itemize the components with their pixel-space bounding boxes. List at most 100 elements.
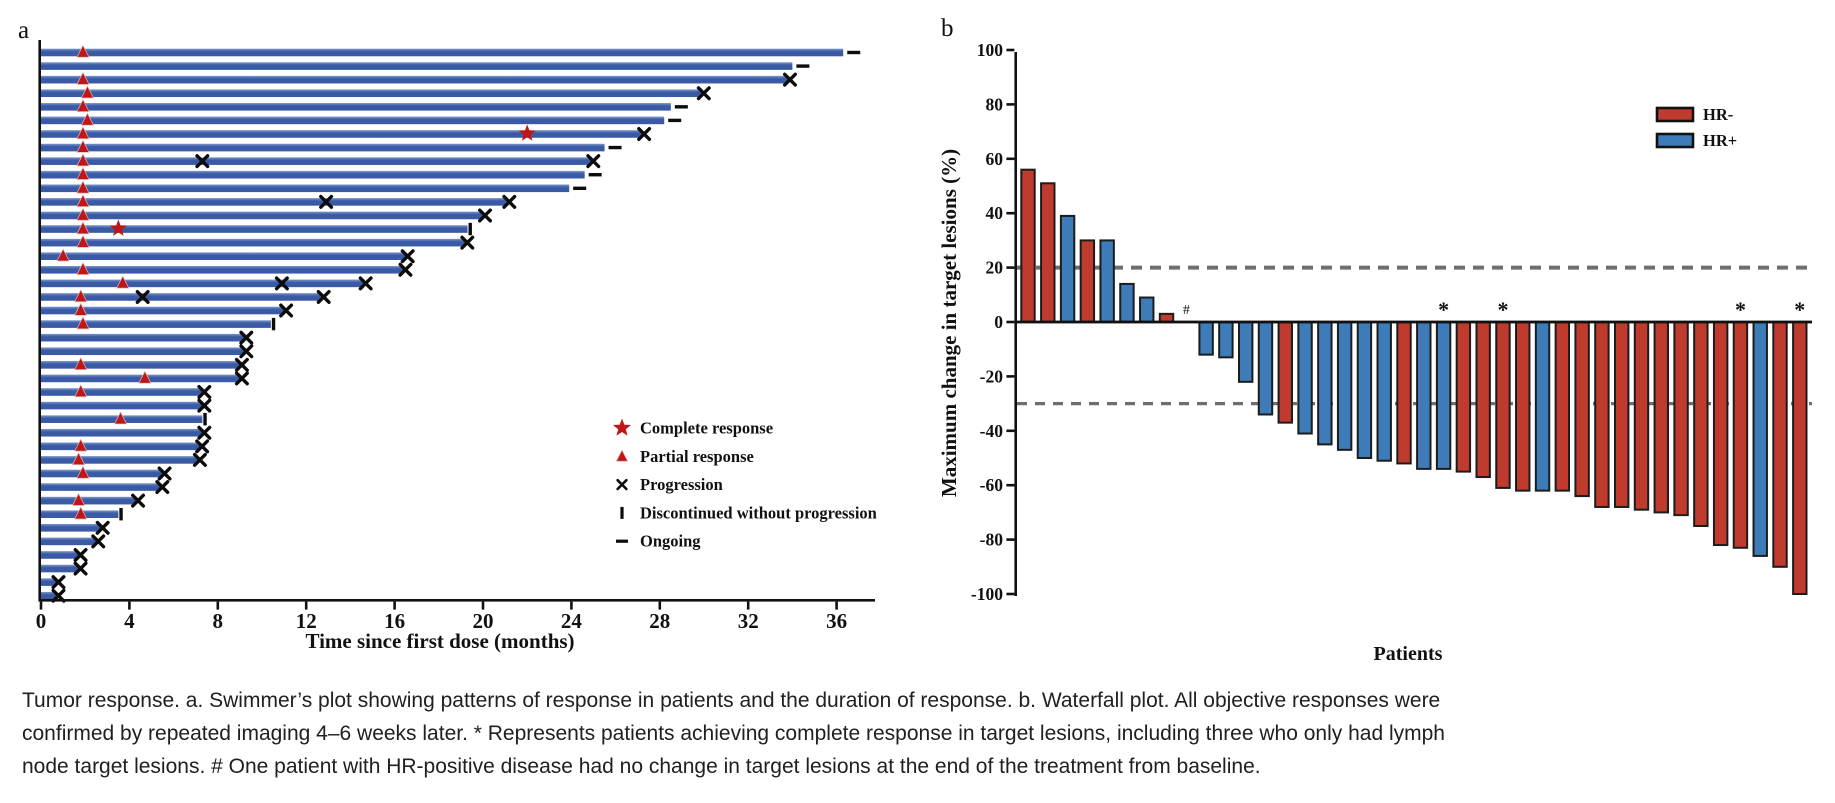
legend-swatch-icon <box>1655 132 1695 149</box>
waterfall-y-tick-label: -60 <box>980 475 1004 495</box>
discontinued-tick-marker <box>468 222 472 236</box>
partial-response-triangle <box>76 316 90 330</box>
progression-x-marker <box>502 194 517 209</box>
waterfall-bar <box>1554 321 1571 492</box>
partial-response-triangle <box>80 85 95 99</box>
waterfall-bar <box>1079 239 1096 323</box>
progression-x-marker <box>637 126 652 141</box>
swimmer-x-tick-label: 12 <box>296 609 317 633</box>
progression-x-marker <box>73 561 88 576</box>
swimmer-bar <box>41 252 406 260</box>
waterfall-y-tick-label: 80 <box>986 94 1004 114</box>
partial-response-triangle <box>138 370 152 384</box>
complete-response-asterisk: * <box>1735 297 1746 322</box>
panel-a-letter: a <box>18 17 29 44</box>
swimmer-bar <box>41 564 79 573</box>
swimmer-x-tick-label: 36 <box>826 609 847 633</box>
swimmer-plot: 0 4 8 12 16 20 24 28 32 36 <box>36 40 875 633</box>
swimmer-bar <box>41 401 203 410</box>
waterfall-bar <box>1059 214 1076 323</box>
swimmer-x-tick-label: 24 <box>561 609 583 633</box>
swimmer-bar <box>41 483 161 491</box>
ongoing-dash-marker <box>847 50 861 55</box>
progression-x-marker <box>234 357 249 372</box>
waterfall-bar <box>1416 321 1432 470</box>
waterfall-y-tick-label: -40 <box>980 421 1004 441</box>
partial-response-triangle <box>76 126 90 140</box>
partial-response-triangle <box>56 248 70 262</box>
waterfall-bar <box>1752 321 1768 557</box>
partial-response-triangle <box>76 153 90 167</box>
partial-response-triangle <box>74 506 88 520</box>
partial-response-triangle <box>76 98 90 112</box>
partial-response-triangle <box>116 275 130 289</box>
waterfall-bar <box>1792 321 1808 595</box>
waterfall-bar <box>1099 239 1115 323</box>
waterfall-plot: # * * * * 100 80 60 40 20 0 -20 -40 -60 -80 -100 <box>971 40 1812 604</box>
complete-response-asterisk: * <box>1497 297 1508 322</box>
partial-response-triangle <box>76 194 90 208</box>
ongoing-dash-marker <box>608 145 622 150</box>
swimmer-bar <box>41 75 788 84</box>
legend-dash-icon <box>616 539 628 543</box>
partial-response-triangle <box>76 221 90 235</box>
swimmer-bar <box>41 211 483 220</box>
swimmer-x-axis-line <box>38 599 875 602</box>
swimmer-bar <box>41 374 240 383</box>
waterfall-bar <box>1435 321 1452 470</box>
progression-x-marker <box>197 385 212 399</box>
partial-response-triangle <box>76 139 90 153</box>
legend-swatch-icon <box>1655 106 1695 123</box>
waterfall-y-tick-label: 60 <box>986 149 1004 169</box>
swimmer-bar <box>41 279 364 288</box>
progression-x-marker <box>73 547 88 562</box>
waterfall-y-tick <box>1006 211 1015 215</box>
swimmer-bar <box>41 48 844 57</box>
ongoing-dash-marker <box>588 173 602 177</box>
partial-response-triangle <box>76 166 90 180</box>
swimmer-bar <box>41 265 404 274</box>
swimmer-bar <box>41 537 97 546</box>
swimmer-bar <box>41 225 468 233</box>
swimmer-bar <box>41 442 201 451</box>
waterfall-y-axis-line <box>1014 52 1017 596</box>
swimmer-x-tick <box>481 601 485 610</box>
legend-item-label: Partial response <box>640 447 754 466</box>
swimmer-bar <box>41 89 702 98</box>
no-change-hash: # <box>1183 303 1190 318</box>
waterfall-bar <box>1515 321 1531 492</box>
progression-x-marker <box>192 452 207 467</box>
swimmer-x-tick <box>570 601 573 610</box>
waterfall-bar <box>1396 321 1412 465</box>
waterfall-y-tick <box>1006 538 1015 541</box>
caption-line: node target lesions. # One patient with … <box>22 755 1261 778</box>
partial-response-triangle <box>76 180 90 194</box>
partial-response-triangle <box>76 261 90 275</box>
swimmer-bar <box>41 143 605 152</box>
complete-response-asterisk: * <box>1794 297 1805 322</box>
legend-item-label: Complete response <box>640 419 773 438</box>
partial-response-triangle <box>74 289 88 303</box>
waterfall-bar <box>1732 321 1749 549</box>
legend-item-x: Progression <box>616 475 723 494</box>
swimmer-bar <box>41 198 508 206</box>
partial-response-triangle <box>76 234 90 248</box>
legend-star-icon <box>612 418 632 436</box>
progression-x-marker <box>239 330 254 345</box>
progression-x-marker <box>195 154 210 169</box>
waterfall-y-tick <box>1006 429 1015 433</box>
swimmer-bar <box>41 361 240 369</box>
progression-x-marker <box>197 425 212 440</box>
swimmer-bar <box>41 388 203 396</box>
waterfall-bar <box>1237 321 1254 383</box>
waterfall-zero-line <box>1017 320 1812 324</box>
figure-caption: Tumor response. a. Swimmer’s plot showin… <box>22 684 1822 783</box>
swimmer-bar <box>41 456 198 464</box>
swimmer-bar <box>41 62 793 70</box>
panel-b-letter: b <box>941 15 954 42</box>
waterfall-bar <box>1336 321 1353 451</box>
swimmer-bar <box>41 157 592 165</box>
complete-response-star <box>109 219 127 236</box>
legend-item-triangle: Partial response <box>615 447 754 466</box>
swimmer-bar <box>41 306 285 315</box>
